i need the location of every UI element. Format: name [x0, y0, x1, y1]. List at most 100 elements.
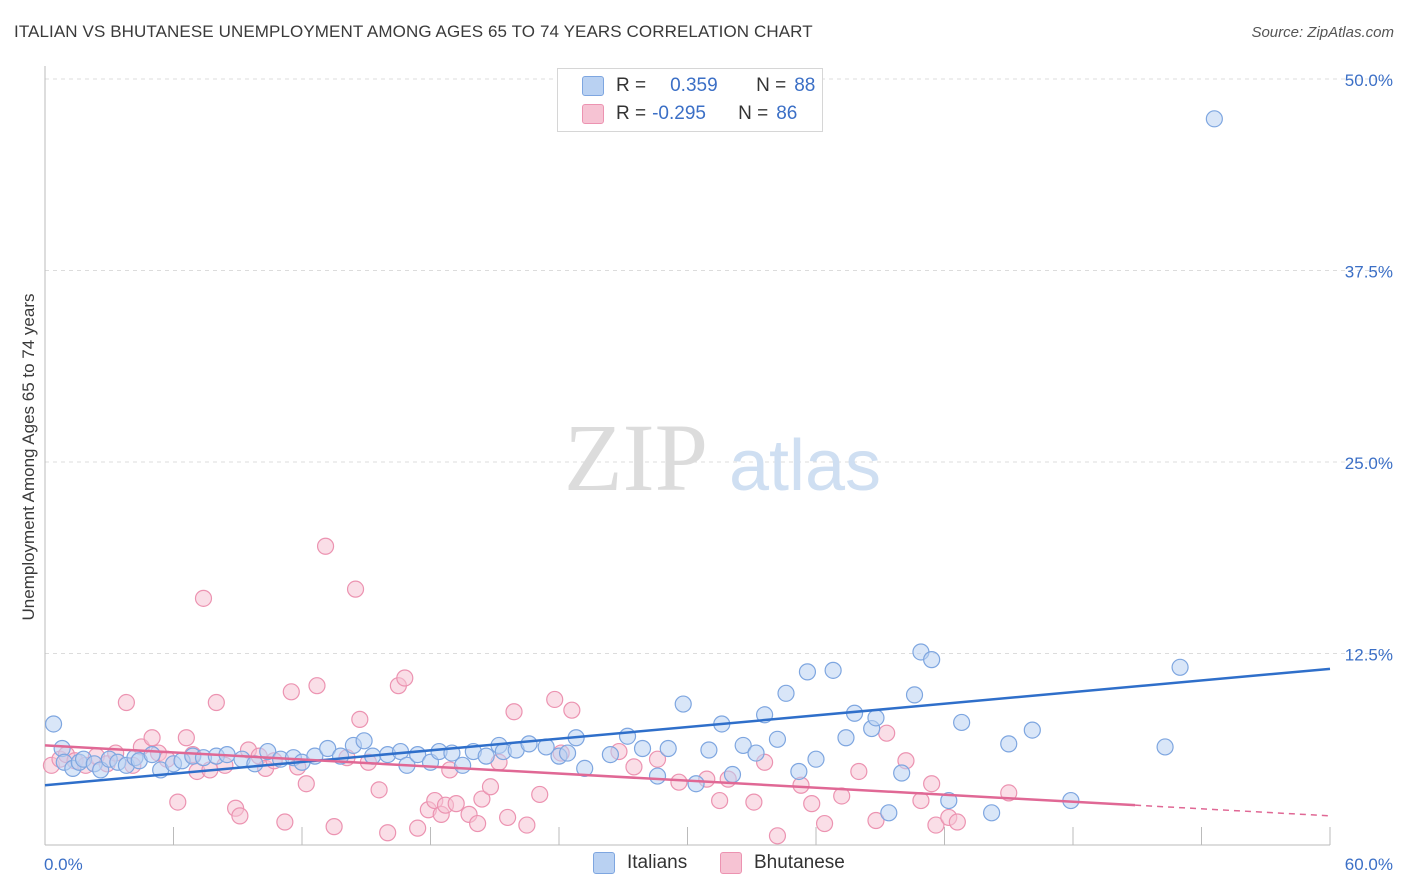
- bhutanese-n-label: N =: [738, 103, 769, 124]
- bhutanese-point: [473, 790, 491, 808]
- bhutanese-point: [878, 724, 896, 742]
- italians-point: [674, 695, 692, 713]
- italians-point: [44, 715, 63, 733]
- italians-point: [331, 747, 350, 765]
- bhutanese-point: [447, 795, 465, 813]
- bhutanese-point: [117, 693, 135, 712]
- italians-point: [659, 739, 677, 758]
- legend-italians: R = 0.359 N = 88: [582, 73, 815, 99]
- bhutanese-point: [546, 690, 564, 709]
- bhutanese-point: [409, 819, 427, 837]
- italians-point: [923, 651, 941, 669]
- bhutanese-point: [325, 818, 343, 836]
- bhutanese-point: [803, 795, 821, 813]
- bhutanese-point: [194, 589, 213, 607]
- watermark: ZIP atlas: [564, 404, 881, 511]
- bhutanese-point: [625, 758, 643, 776]
- italians-point: [1156, 738, 1174, 756]
- bottom-italians-label: Italians: [627, 852, 688, 873]
- bhutanese-point: [711, 791, 729, 810]
- bhutanese-trend-line: [44, 744, 1136, 807]
- chart-title: ITALIAN VS BHUTANESE UNEMPLOYMENT AMONG …: [14, 22, 813, 41]
- bhutanese-point: [499, 808, 517, 827]
- italians-point: [355, 732, 373, 750]
- italians-point: [807, 750, 825, 768]
- bhutanese-point: [231, 807, 249, 825]
- bhutanese-point: [282, 683, 300, 701]
- bhutanese-point: [768, 827, 787, 845]
- bhutanese-point: [923, 775, 941, 793]
- bottom-italians-swatch: [593, 852, 615, 874]
- italians-point: [867, 709, 885, 727]
- bhutanese-point: [177, 729, 195, 747]
- italians-point: [618, 727, 637, 745]
- bhutanese-point: [927, 816, 945, 834]
- bhutanese-point: [351, 710, 369, 728]
- italians-point: [940, 791, 958, 810]
- italians-point: [824, 661, 842, 679]
- bhutanese-point: [531, 785, 549, 804]
- italians-points: [44, 110, 1223, 822]
- legend-bhutanese: R = -0.295 N = 86: [582, 101, 797, 127]
- bhutanese-point: [745, 793, 763, 811]
- italians-r-value: 0.359: [670, 75, 718, 96]
- grid-lines: [45, 78, 1392, 654]
- italians-point: [777, 684, 795, 702]
- bottom-legend-italians: Italians: [593, 852, 687, 874]
- italians-point: [576, 759, 594, 778]
- bhutanese-point: [169, 793, 187, 811]
- italians-point: [747, 744, 765, 762]
- italians-point: [1000, 735, 1018, 753]
- bhutanese-n-value: 86: [776, 103, 798, 124]
- watermark-zip: ZIP: [564, 404, 708, 511]
- x-tick-label-max: 60.0%: [1345, 855, 1393, 874]
- italians-point: [687, 775, 705, 793]
- bhutanese-point: [505, 703, 523, 721]
- italians-point: [477, 747, 495, 765]
- italians-n-label: N =: [756, 75, 787, 96]
- italians-point: [798, 663, 817, 681]
- bhutanese-point: [370, 781, 388, 799]
- bhutanese-point: [648, 750, 667, 768]
- italians-point: [143, 746, 161, 764]
- italians-point: [633, 739, 652, 758]
- italians-point: [1023, 721, 1041, 739]
- legend: R = 0.359 N = 88 R = -0.295 N = 86: [557, 68, 823, 132]
- bhutanese-point: [379, 824, 397, 842]
- italians-point: [558, 744, 577, 762]
- italians-point: [905, 686, 924, 704]
- bhutanese-point: [948, 813, 966, 831]
- italians-point: [983, 804, 1001, 822]
- bhutanese-point: [143, 729, 161, 747]
- bhutanese-trend-extension: [1135, 804, 1331, 817]
- italians-point: [648, 767, 667, 785]
- italians-point: [1171, 658, 1189, 676]
- tick-labels: 50.0% 37.5% 25.0% 12.5% 0.0% 60.0%: [44, 71, 1393, 874]
- y-tick-label: 50.0%: [1345, 71, 1393, 90]
- italians-point: [734, 736, 752, 755]
- y-tick-label: 25.0%: [1345, 454, 1393, 473]
- italians-point: [768, 730, 787, 748]
- italians-n-value: 88: [794, 75, 816, 96]
- italians-point: [1205, 110, 1223, 128]
- italians-point: [893, 764, 911, 782]
- bhutanese-r-value: -0.295: [652, 103, 706, 124]
- italians-point: [700, 741, 718, 759]
- y-tick-label: 37.5%: [1345, 263, 1393, 282]
- bhutanese-point: [670, 773, 688, 791]
- bhutanese-point: [815, 814, 834, 833]
- italians-point: [723, 765, 742, 784]
- bhutanese-point: [308, 677, 326, 695]
- italians-point: [601, 746, 620, 764]
- watermark-atlas: atlas: [729, 426, 881, 506]
- bhutanese-point: [563, 701, 581, 719]
- bhutanese-point: [396, 669, 414, 687]
- bhutanese-point: [481, 778, 500, 796]
- italians-point: [790, 762, 808, 781]
- italians-point: [837, 729, 855, 747]
- italians-point: [520, 735, 538, 753]
- bottom-bhutanese-label: Bhutanese: [754, 852, 845, 873]
- italians-point: [454, 756, 472, 774]
- italians-point: [953, 713, 971, 732]
